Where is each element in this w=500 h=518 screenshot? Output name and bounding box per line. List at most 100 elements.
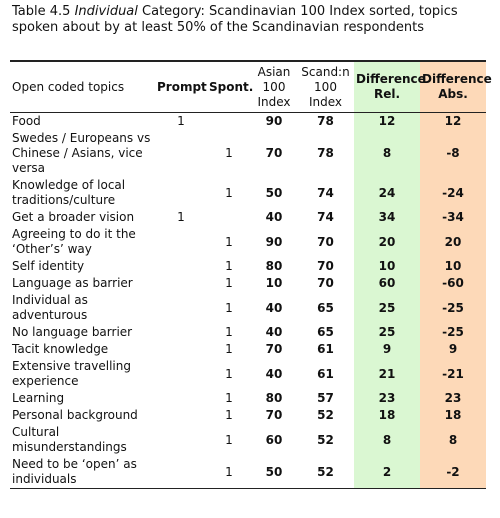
table-row: No language barrier 1 40 65 25 -25 <box>10 324 486 341</box>
table-cell: Swedes / Europeans vs Chinese / Asians, … <box>12 131 151 175</box>
column-header: Open coded topics <box>12 79 125 94</box>
table-cell: Personal background <box>12 408 138 422</box>
table-cell <box>155 177 207 209</box>
table-cell: 23 <box>420 390 486 407</box>
table-cell: 8 <box>354 424 420 456</box>
table-cell: -34 <box>420 209 486 226</box>
table-cell: 65 <box>317 300 334 315</box>
table-cell: 20 <box>354 226 420 258</box>
table-cell: 9 <box>354 341 420 358</box>
table-row: Knowledge of local traditions/culture 1 50… <box>10 177 486 209</box>
table-cell: 80 <box>265 391 283 405</box>
caption: Table 4.5 Individual Category: Scandinav… <box>12 4 482 36</box>
table-cell: 24 <box>354 177 420 209</box>
table-cell: 10 <box>354 258 420 275</box>
table-cell: 1 <box>177 114 185 128</box>
table-cell: 90 <box>265 234 283 249</box>
table-cell: -25 <box>420 324 486 341</box>
caption-label: Table 4.5 <box>12 4 71 19</box>
table-row: Personal background 1 70 52 18 18 <box>10 407 486 424</box>
table-cell: 40 <box>265 366 283 381</box>
table-cell: Individual as adventurous <box>12 293 88 322</box>
table-cell: 60 <box>265 432 283 447</box>
data-table: Open coded topics Prompt Spont. Asian 100 I… <box>10 60 492 489</box>
table-cell: 52 <box>317 464 334 479</box>
table-cell: 70 <box>265 342 283 356</box>
table-cell: 1 <box>225 464 233 479</box>
table-cell: 52 <box>317 408 334 422</box>
table-row: Extensive travelling experience 1 40 61 21 -2… <box>10 358 486 390</box>
table-cell: 10 <box>265 276 283 290</box>
table-cell: 8 <box>354 130 420 177</box>
table-cell: 12 <box>420 112 486 130</box>
table-cell: 40 <box>265 300 283 315</box>
column-header: Scand:n 100 Index <box>301 64 350 109</box>
table-row: Self identity 1 80 70 10 10 <box>10 258 486 275</box>
table-cell: 23 <box>354 390 420 407</box>
caption-italic: Individual <box>74 4 138 19</box>
column-header: Asian 100 Index <box>257 64 291 109</box>
table-cell: 80 <box>265 259 283 273</box>
table-row: Food 1 90 78 12 12 <box>10 112 486 131</box>
table-cell: 9 <box>420 341 486 358</box>
table-cell: 10 <box>420 258 486 275</box>
table-cell: Get a broader vision <box>12 210 135 224</box>
table-cell: 18 <box>354 407 420 424</box>
table-cell: 1 <box>225 391 233 405</box>
table-row: Learning 1 80 57 23 23 <box>10 390 486 407</box>
table-cell: 50 <box>265 464 283 479</box>
table-cell: 2 <box>354 456 420 489</box>
table-cell: Food <box>12 114 41 128</box>
table-cell: 57 <box>317 391 334 405</box>
table-cell <box>207 113 251 131</box>
table-cell: 1 <box>225 432 233 447</box>
table-row: Swedes / Europeans vs Chinese / Asians, … <box>10 130 486 177</box>
table-row: Language as barrier 1 10 70 60 -60 <box>10 275 486 292</box>
table-cell <box>155 130 207 177</box>
table-cell: 34 <box>354 209 420 226</box>
table-cell: Language as barrier <box>12 276 133 290</box>
table-cell: 90 <box>265 114 283 128</box>
column-header: Prompt <box>157 79 207 94</box>
table-cell <box>155 358 207 390</box>
table-cell: 78 <box>317 114 334 128</box>
table-cell <box>207 209 251 226</box>
table-cell <box>155 258 207 275</box>
table-cell: 18 <box>420 407 486 424</box>
table-cell: Cultural misunderstandings <box>12 425 127 454</box>
table-cell <box>155 341 207 358</box>
table-cell: 25 <box>354 324 420 341</box>
column-header: Difference Rel. <box>354 61 426 113</box>
table-cell: 74 <box>317 210 334 224</box>
table-cell: 1 <box>225 300 233 315</box>
table-cell: 1 <box>225 185 233 200</box>
table-cell: -2 <box>420 456 486 489</box>
table-row: Need to be ‘open’ as individuals 1 50 52 2 -2 <box>10 456 486 489</box>
table-row: Tacit knowledge 1 70 61 9 9 <box>10 341 486 358</box>
table-cell: 52 <box>317 432 334 447</box>
table-cell: Agreeing to do it the ‘Other’s’ way <box>12 227 136 256</box>
table-cell: -24 <box>420 177 486 209</box>
table-cell: Need to be ‘open’ as individuals <box>12 457 137 486</box>
table-cell: 78 <box>317 146 334 160</box>
table-row: Cultural misunderstandings 1 60 52 8 8 <box>10 424 486 456</box>
table-row: Get a broader vision 1 40 74 34 -34 <box>10 209 486 226</box>
table-cell: 8 <box>420 424 486 456</box>
table-cell: 12 <box>354 112 420 130</box>
table-cell <box>155 424 207 456</box>
table-cell: 1 <box>225 234 233 249</box>
table-cell: -21 <box>420 358 486 390</box>
table-cell: 70 <box>317 234 334 249</box>
table-cell: 1 <box>225 325 233 339</box>
table-cell: 1 <box>225 342 233 356</box>
table-cell: -8 <box>420 130 486 177</box>
table-cell: -25 <box>420 292 486 324</box>
table-cell <box>155 456 207 489</box>
table-cell: No language barrier <box>12 325 133 339</box>
table-cell: -60 <box>420 275 486 292</box>
table-cell: 70 <box>265 408 283 422</box>
table-cell: 70 <box>265 146 283 160</box>
table-cell: 21 <box>354 358 420 390</box>
column-header: Difference Abs. <box>420 61 492 113</box>
